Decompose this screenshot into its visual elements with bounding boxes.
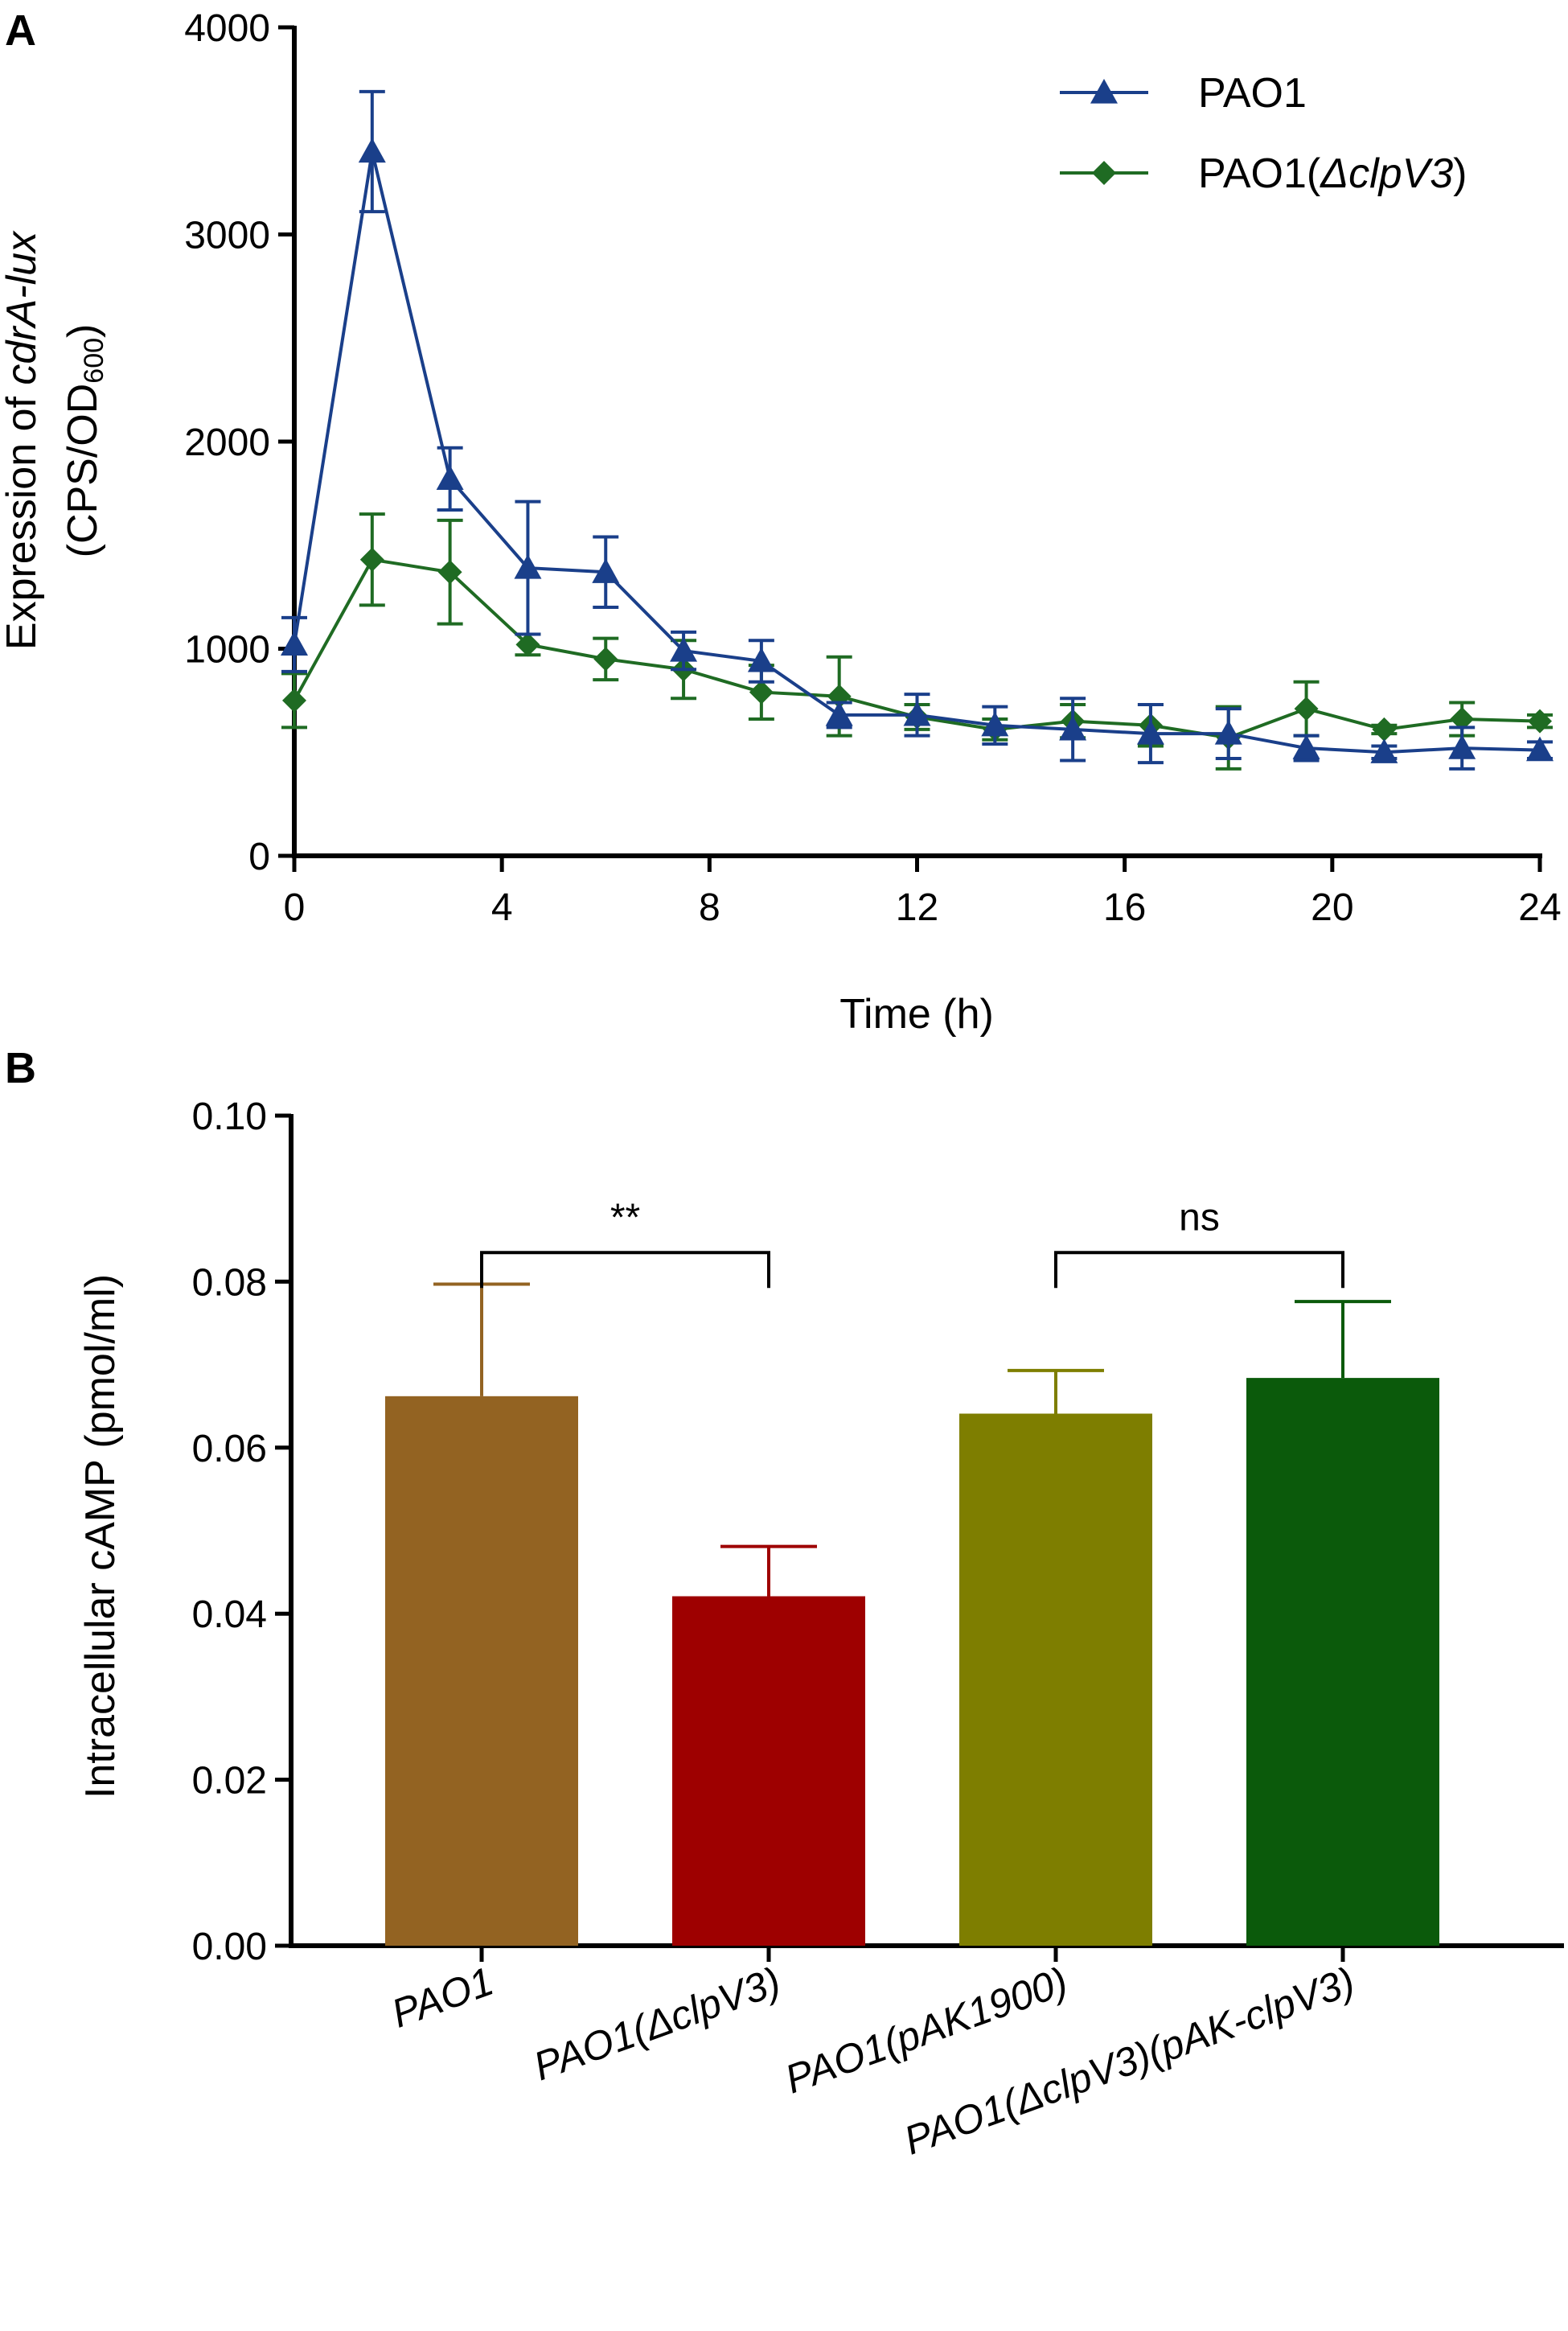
panel-a-x-tick-label: 12 (896, 886, 938, 929)
panel-a-data-point (1136, 720, 1164, 745)
panel-a-line-chart: A 0 1000 2000 3000 4000 0 4 8 12 16 20 24 PAO1 PAO1(… (0, 6, 1562, 1038)
panel-b-ticks: 0.00 0.02 0.04 0.06 0.08 0.10 (192, 1096, 291, 1968)
panel-a-data-point (437, 560, 462, 585)
panel-a-series (281, 89, 1554, 771)
panel-a-y-tick-label: 1000 (184, 629, 270, 672)
panel-a-data-point (981, 711, 1009, 737)
panel-a-data-point (1450, 707, 1475, 732)
panel-a-data-point (670, 637, 698, 662)
panel-b-bars (385, 1282, 1439, 1962)
panel-a-data-point (281, 631, 308, 656)
panel-a-x-tick-label: 20 (1311, 886, 1353, 929)
panel-a-legend-marker (1090, 79, 1118, 104)
panel-a-data-point (1448, 734, 1476, 759)
panel-a-data-point (749, 680, 774, 705)
panel-b-significance-bracket (1054, 1251, 1344, 1289)
panel-a-series-0 (281, 89, 1554, 771)
panel-a-y-title-line1: Expression of cdrA-lux (0, 230, 45, 650)
panel-a-y-tick-label: 0 (248, 836, 270, 878)
panel-label-a: A (5, 6, 36, 55)
panel-b-category-label: PAO1(ΔclpV3)(pAK-clpV3) (898, 1959, 1361, 2164)
panel-a-x-axis-title: Time (h) (839, 991, 994, 1038)
panel-a-data-point (1528, 709, 1552, 734)
panel-a-x-tick-label: 0 (284, 886, 306, 929)
panel-a-x-tick-label: 8 (699, 886, 720, 929)
panel-a-data-point (436, 465, 464, 490)
panel-b-category-label: PAO1 (386, 1959, 499, 2037)
panel-a-data-point (1372, 717, 1397, 742)
panel-b-y-axis-title: Intracellular cAMP (pmol/ml) (77, 1274, 124, 1799)
panel-b-y-tick-label: 0.06 (192, 1428, 267, 1470)
panel-a-y-tick-label: 3000 (184, 215, 270, 257)
panel-b-category-labels: PAO1PAO1(ΔclpV3)PAO1(pAK1900)PAO1(ΔclpV3… (386, 1959, 1361, 2164)
panel-a-legend-label: PAO1(ΔclpV3) (1198, 150, 1467, 197)
panel-a-data-point (903, 701, 931, 726)
panel-b-significance-label: ns (1179, 1196, 1220, 1239)
panel-a-y-axis-title: Expression of cdrA-lux (CPS/OD600) (0, 230, 109, 650)
panel-a-legend: PAO1 PAO1(ΔclpV3) (1060, 70, 1467, 197)
panel-a-x-tick-label: 24 (1518, 886, 1561, 929)
panel-a-data-point (593, 647, 618, 672)
panel-a-data-point (747, 647, 775, 672)
panel-a-legend-marker (1092, 161, 1116, 185)
panel-a-data-point (1294, 697, 1319, 722)
panel-a-y-title-line2: (CPS/OD600) (60, 324, 109, 558)
panel-a-data-point (1526, 736, 1554, 762)
panel-b-significance-bracket (480, 1251, 770, 1289)
panel-label-b: B (5, 1044, 36, 1092)
panel-b-significance-label: ** (610, 1196, 640, 1239)
panel-b-bar-chart: B 0.00 0.02 0.04 0.06 0.08 0.10 ** ns PAO1 PAO1… (5, 1044, 1564, 2164)
panel-a-data-point (515, 632, 540, 657)
panel-b-bar (385, 1396, 578, 1946)
panel-a-data-point (1370, 738, 1398, 763)
panel-a-y-tick-label: 2000 (184, 421, 270, 464)
panel-b-y-tick-label: 0.08 (192, 1261, 267, 1304)
panel-a-x-tick-label: 4 (491, 886, 513, 929)
panel-a-x-tick-label: 16 (1103, 886, 1146, 929)
panel-a-data-point (592, 558, 620, 583)
panel-a-data-point (514, 554, 542, 579)
panel-b-y-tick-label: 0.04 (192, 1593, 267, 1636)
panel-b-y-tick-label: 0.10 (192, 1096, 267, 1138)
panel-b-bar (959, 1413, 1152, 1946)
panel-a-ticks: 0 1000 2000 3000 4000 0 4 8 12 16 20 24 (184, 7, 1561, 929)
panel-a-data-point (358, 138, 386, 163)
panel-a-data-point (359, 547, 384, 572)
panel-b-bar (672, 1596, 865, 1946)
panel-b-category-label: PAO1(ΔclpV3) (527, 1959, 786, 2090)
panel-a-data-point (282, 688, 306, 713)
panel-b-bar (1246, 1378, 1439, 1946)
panel-b-significance: ** ns (480, 1196, 1344, 1289)
panel-a-series-line (293, 151, 1541, 754)
panel-a-data-point (1059, 715, 1087, 741)
panel-a-legend-label: PAO1 (1198, 70, 1307, 117)
panel-a-data-point (1214, 720, 1242, 745)
panel-a-data-point (825, 701, 853, 726)
panel-b-y-tick-label: 0.00 (192, 1926, 267, 1968)
panel-b-y-tick-label: 0.02 (192, 1760, 267, 1803)
panel-a-data-point (1292, 734, 1320, 759)
panel-a-y-tick-label: 4000 (184, 7, 270, 50)
